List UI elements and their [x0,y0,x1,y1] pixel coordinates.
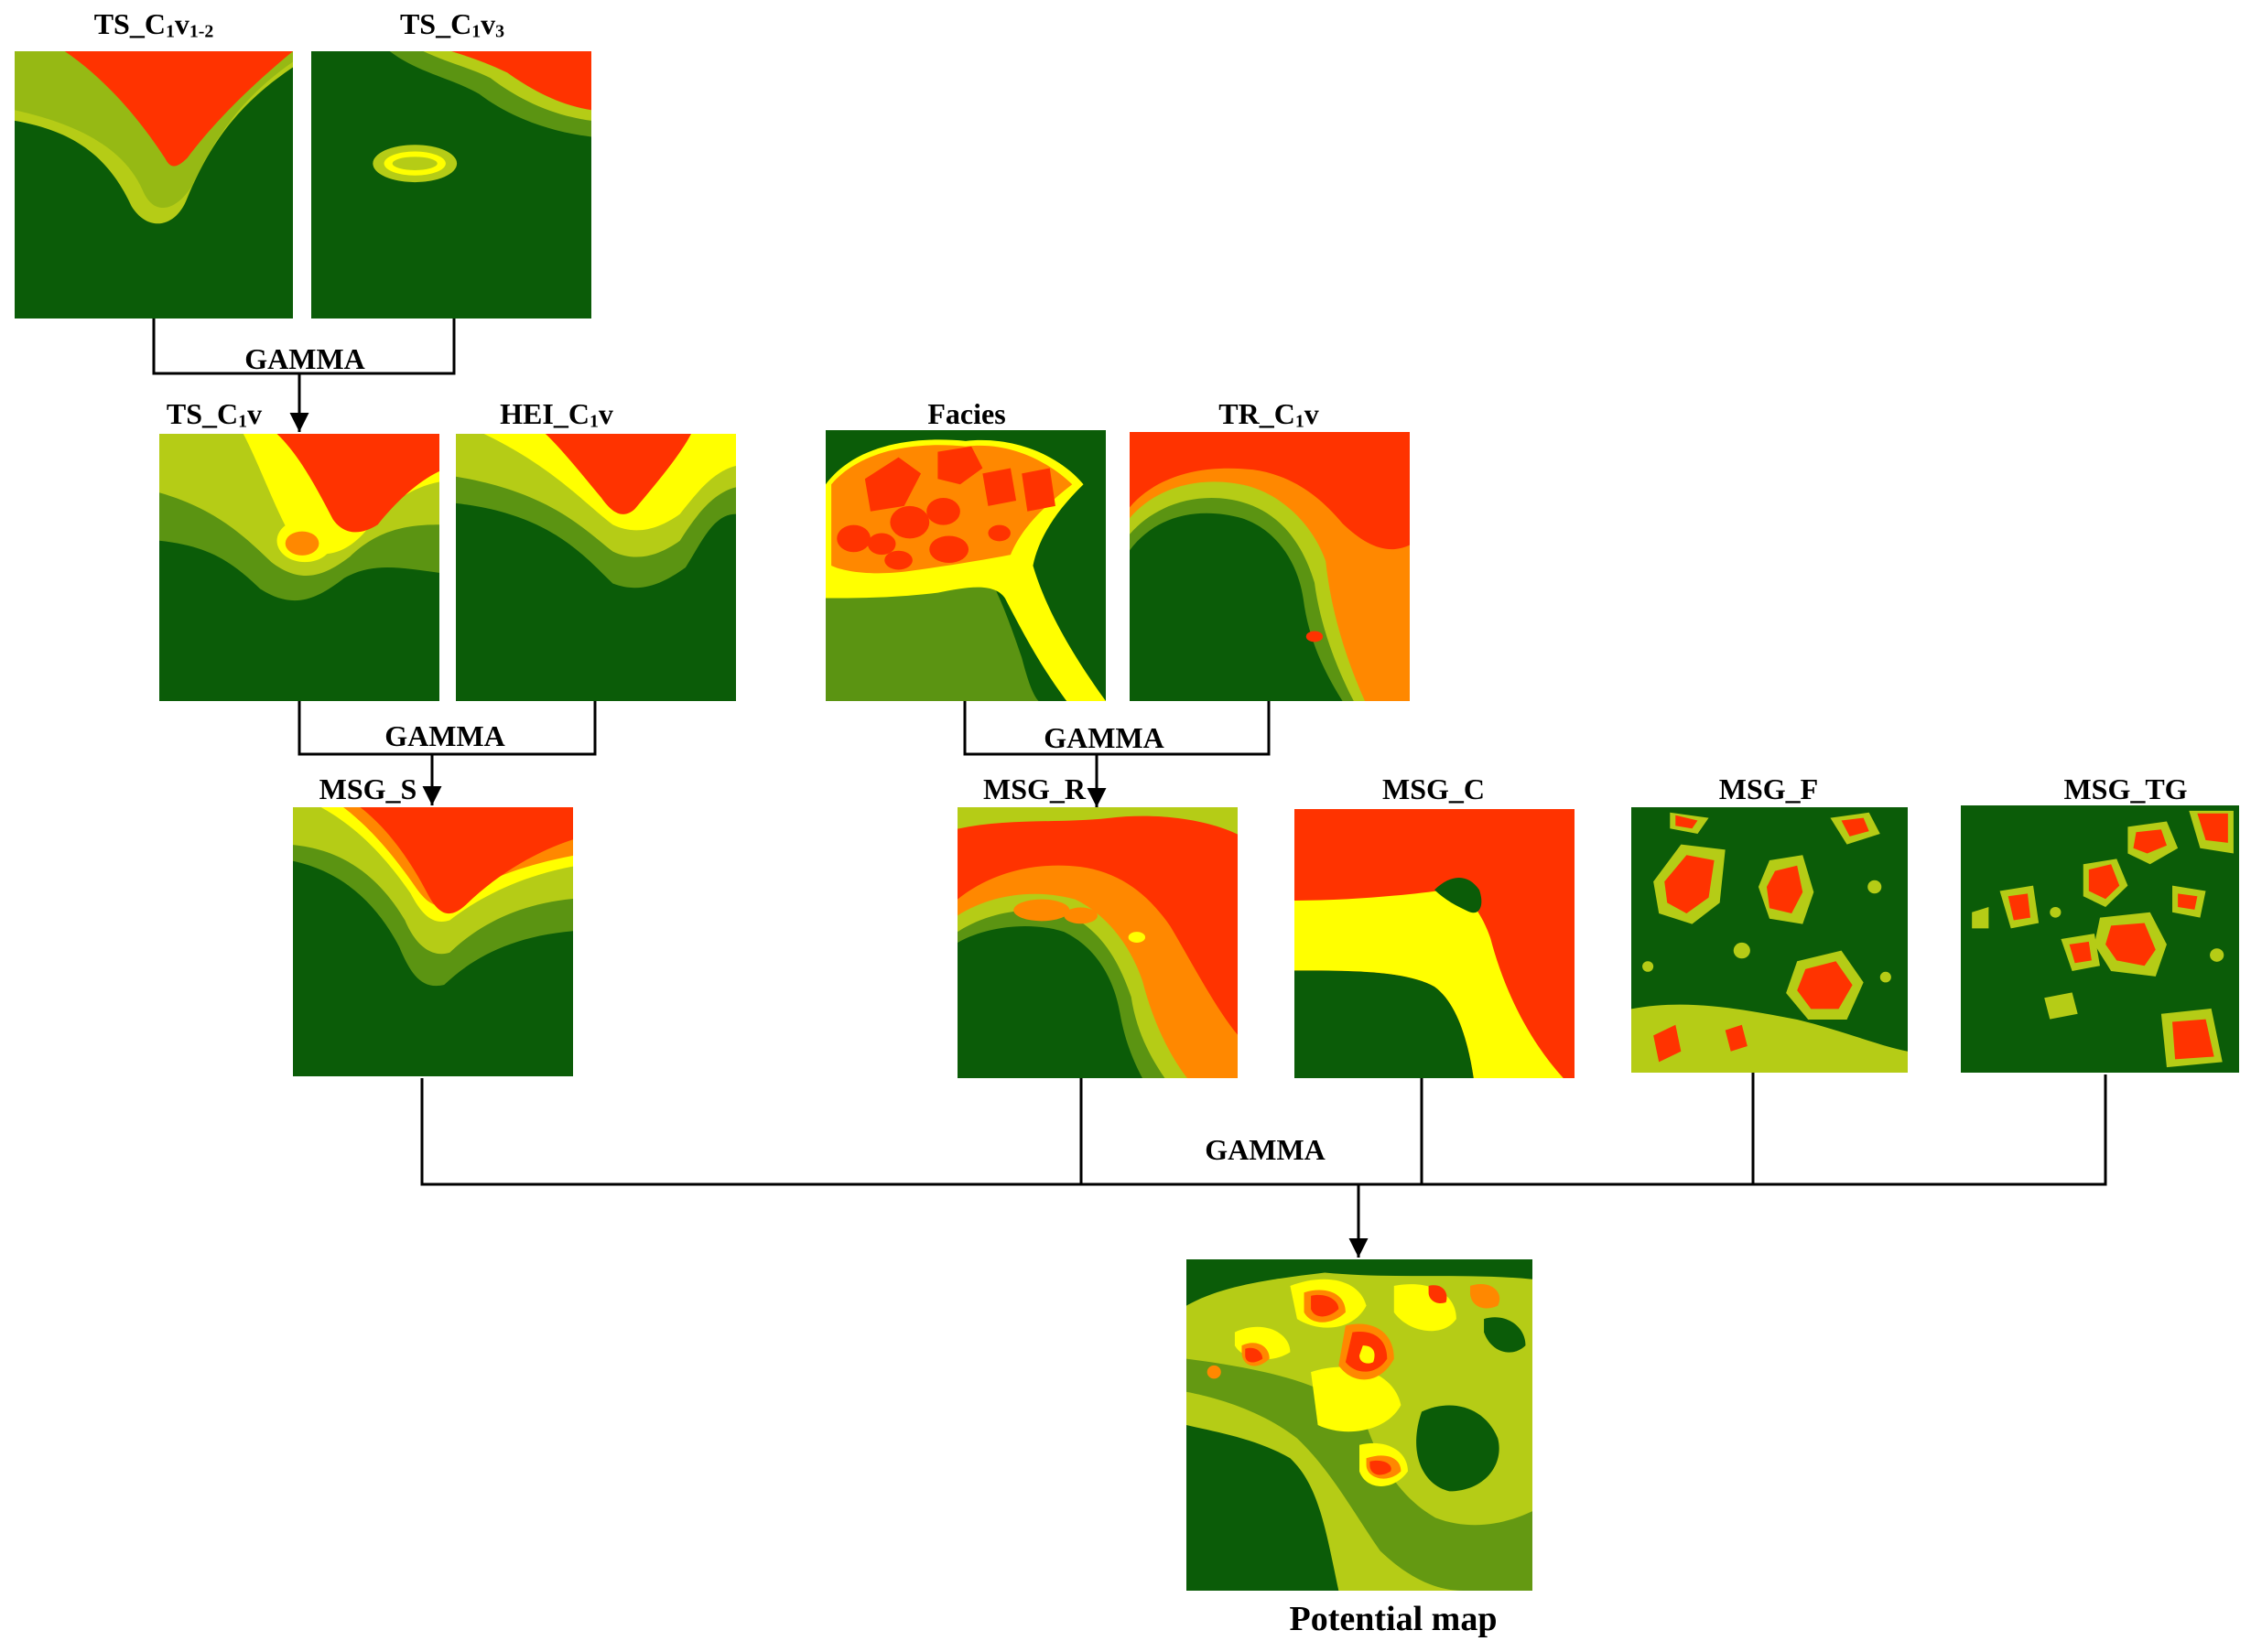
gamma-label-1: GAMMA [244,342,365,375]
title-facies: Facies [927,397,1006,430]
map-facies [826,430,1106,701]
title-msg-f: MSG_F [1718,772,1819,805]
title-msg-c: MSG_C [1382,772,1485,805]
title-ts-c1v: TS_C1v [166,397,263,432]
title-msg-r: MSG_R [983,772,1086,805]
title-tr-c1v: TR_C1v [1218,397,1319,432]
map-msg-r [958,807,1238,1078]
map-msg-tg [1961,805,2239,1073]
title-ts-c1v12: TS_C1v1-2 [93,7,214,42]
map-ts-c1v3 [311,51,591,319]
gamma-label-3: GAMMA [1044,721,1164,754]
title-ts-c1v3: TS_C1v3 [399,7,505,42]
gamma-label-4: GAMMA [1205,1133,1326,1166]
gamma-label-2: GAMMA [384,719,505,752]
map-msg-c [1294,809,1575,1078]
map-msg-s [293,807,573,1076]
connector-gamma-4 [420,1074,2107,1186]
map-msg-f [1631,807,1908,1073]
map-ts-c1v [159,434,439,701]
title-potential-map: Potential map [1289,1600,1498,1638]
title-msg-s: MSG_S [319,772,417,805]
title-hei-c1v: HEI_C1v [500,397,613,432]
title-msg-tg: MSG_TG [2063,772,2188,805]
map-potential [1186,1259,1532,1591]
map-ts-c1v12 [15,51,293,319]
map-hei-c1v [456,434,736,701]
map-tr-c1v [1130,432,1410,701]
